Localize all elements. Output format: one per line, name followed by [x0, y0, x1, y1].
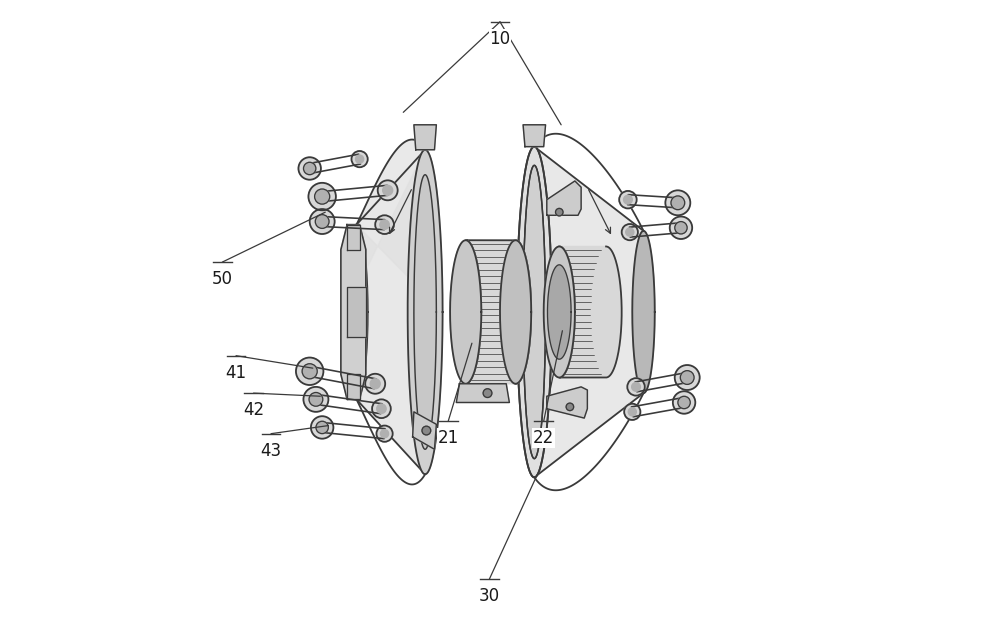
- Polygon shape: [408, 150, 443, 474]
- Polygon shape: [450, 240, 481, 384]
- Text: 42: 42: [243, 401, 264, 419]
- Circle shape: [309, 392, 323, 406]
- Circle shape: [302, 364, 317, 379]
- Polygon shape: [356, 150, 425, 474]
- Circle shape: [566, 403, 574, 411]
- Polygon shape: [547, 387, 587, 418]
- Polygon shape: [517, 147, 552, 477]
- Text: 10: 10: [489, 30, 511, 48]
- Polygon shape: [413, 412, 436, 449]
- Circle shape: [356, 155, 364, 163]
- Circle shape: [298, 157, 321, 180]
- Circle shape: [316, 421, 328, 434]
- Circle shape: [670, 217, 692, 239]
- Circle shape: [381, 429, 389, 438]
- Polygon shape: [341, 225, 366, 399]
- Circle shape: [370, 379, 380, 389]
- Text: 21: 21: [438, 429, 459, 447]
- Circle shape: [383, 185, 393, 195]
- Polygon shape: [347, 225, 360, 250]
- Polygon shape: [500, 240, 531, 384]
- Polygon shape: [414, 125, 436, 150]
- Polygon shape: [523, 125, 546, 147]
- Circle shape: [304, 162, 316, 175]
- Circle shape: [377, 404, 386, 414]
- Circle shape: [632, 383, 640, 391]
- Circle shape: [315, 189, 330, 204]
- Circle shape: [378, 180, 398, 200]
- Polygon shape: [547, 181, 581, 215]
- Polygon shape: [456, 384, 509, 402]
- Circle shape: [680, 371, 694, 384]
- Polygon shape: [517, 147, 552, 477]
- Circle shape: [556, 208, 563, 216]
- Circle shape: [310, 209, 335, 234]
- Text: 30: 30: [479, 587, 500, 605]
- Text: 43: 43: [260, 442, 282, 460]
- Circle shape: [303, 387, 328, 412]
- Polygon shape: [547, 265, 571, 359]
- Circle shape: [365, 374, 385, 394]
- Circle shape: [673, 391, 695, 414]
- Circle shape: [628, 408, 636, 416]
- Circle shape: [380, 220, 389, 230]
- Circle shape: [675, 365, 700, 390]
- Circle shape: [308, 183, 336, 210]
- Circle shape: [422, 426, 431, 435]
- Circle shape: [675, 222, 687, 234]
- Circle shape: [296, 358, 323, 385]
- Polygon shape: [534, 147, 644, 477]
- Polygon shape: [523, 165, 546, 459]
- Polygon shape: [523, 165, 546, 459]
- Polygon shape: [345, 140, 443, 312]
- Circle shape: [626, 228, 634, 236]
- Circle shape: [483, 389, 492, 397]
- Circle shape: [372, 399, 391, 418]
- Text: 50: 50: [212, 270, 233, 288]
- Circle shape: [627, 378, 645, 396]
- Circle shape: [619, 191, 637, 208]
- Polygon shape: [345, 225, 368, 399]
- Polygon shape: [466, 240, 531, 384]
- Circle shape: [375, 215, 394, 234]
- Circle shape: [624, 404, 640, 420]
- Circle shape: [678, 396, 690, 409]
- Circle shape: [351, 151, 368, 167]
- Circle shape: [315, 215, 329, 228]
- Polygon shape: [347, 374, 360, 399]
- Circle shape: [376, 426, 393, 442]
- Polygon shape: [544, 246, 575, 378]
- Circle shape: [665, 190, 690, 215]
- Polygon shape: [414, 175, 436, 449]
- Polygon shape: [347, 287, 366, 337]
- Circle shape: [624, 195, 632, 204]
- Circle shape: [671, 196, 685, 210]
- Text: 22: 22: [533, 429, 554, 447]
- Circle shape: [311, 416, 333, 439]
- Polygon shape: [632, 231, 655, 393]
- Polygon shape: [559, 246, 622, 378]
- Text: 41: 41: [225, 364, 247, 382]
- Circle shape: [622, 224, 638, 240]
